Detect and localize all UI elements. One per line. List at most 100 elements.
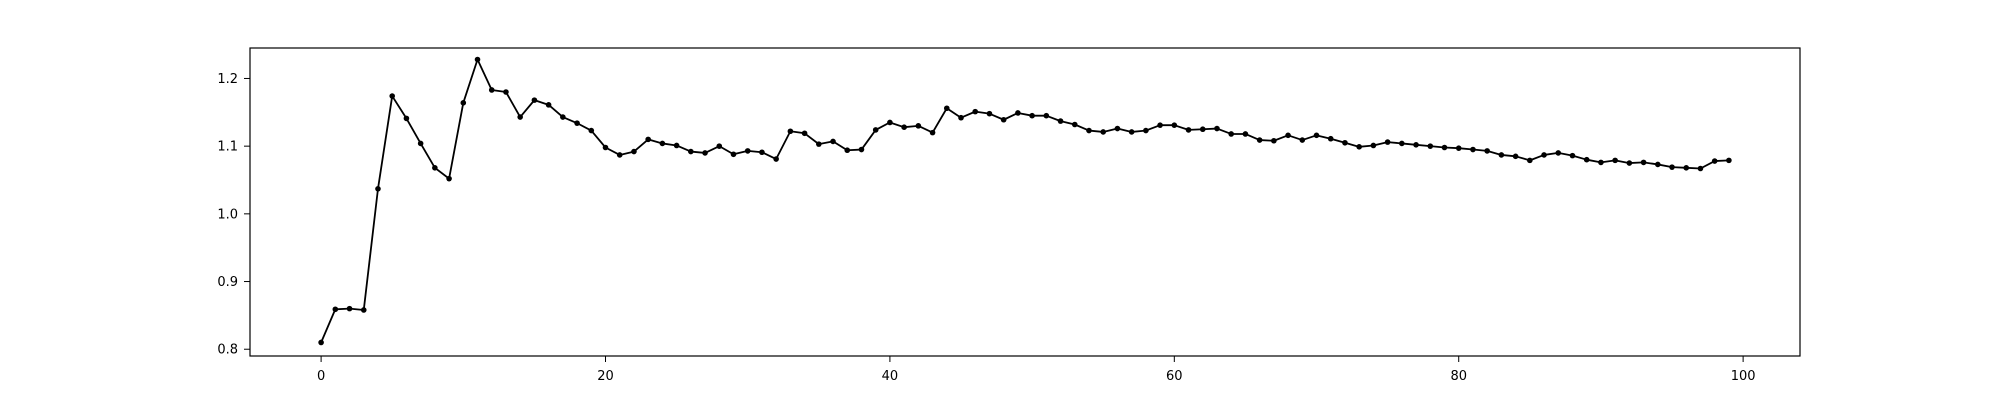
series-line <box>320 58 1729 343</box>
x-tick-label: 80 <box>1450 369 1467 384</box>
data-point <box>474 56 481 63</box>
data-point <box>986 110 993 117</box>
data-point <box>446 175 452 182</box>
x-tick-label: 20 <box>597 369 614 384</box>
data-point <box>1242 131 1249 137</box>
data-point <box>1185 127 1192 133</box>
data-point <box>560 114 566 120</box>
data-point <box>1285 132 1291 139</box>
x-tick-label: 60 <box>1166 369 1183 384</box>
data-point <box>616 152 623 158</box>
data-point <box>1413 142 1419 148</box>
data-point <box>1541 152 1547 158</box>
data-point <box>1569 152 1576 159</box>
data-point <box>1299 137 1306 143</box>
data-point <box>1598 159 1604 166</box>
data-point <box>1640 159 1647 166</box>
data-point <box>1043 112 1050 119</box>
data-point <box>801 130 808 137</box>
data-point <box>830 138 836 145</box>
data-point <box>1626 160 1633 166</box>
data-point <box>958 114 964 121</box>
data-point <box>588 127 595 134</box>
data-point <box>673 142 680 149</box>
data-point <box>1214 125 1220 132</box>
data-point <box>915 123 922 129</box>
data-point <box>318 339 324 346</box>
plot-background <box>250 48 1800 356</box>
data-point <box>787 128 794 135</box>
data-point <box>417 140 424 147</box>
data-point <box>1498 152 1505 158</box>
data-point <box>1527 157 1533 164</box>
data-point <box>1029 112 1035 119</box>
data-point <box>1512 153 1519 160</box>
data-point <box>403 115 410 122</box>
data-point <box>1199 126 1206 133</box>
data-point <box>816 141 822 147</box>
data-point <box>844 147 851 154</box>
plot-frame <box>249 47 1801 357</box>
x-tick-label: 100 <box>1731 369 1756 384</box>
data-point <box>887 119 893 126</box>
data-point <box>346 305 353 312</box>
data-point <box>1711 158 1718 164</box>
y-tick-label: 1.2 <box>217 72 238 87</box>
data-point <box>1726 157 1732 164</box>
data-point <box>1327 135 1334 142</box>
data-point <box>574 120 580 126</box>
data-point <box>972 108 979 115</box>
data-point <box>1313 132 1320 139</box>
data-point <box>759 149 765 156</box>
data-point <box>503 89 509 95</box>
data-point <box>730 151 737 158</box>
data-point <box>1000 116 1007 123</box>
data-point <box>360 307 367 313</box>
data-point <box>1384 139 1391 145</box>
series-layer <box>318 56 1732 346</box>
data-point <box>531 97 538 103</box>
data-point <box>1342 139 1348 146</box>
y-tick-label: 1.0 <box>217 207 238 222</box>
data-point <box>1128 129 1135 135</box>
data-point <box>1171 122 1178 128</box>
data-point <box>858 146 865 153</box>
data-point <box>602 144 609 151</box>
data-point <box>1441 144 1448 151</box>
data-point <box>1697 165 1704 172</box>
x-tick-label: 40 <box>882 369 899 384</box>
data-point <box>716 143 723 149</box>
data-point <box>517 114 523 120</box>
data-point <box>1399 140 1405 147</box>
data-point <box>1114 125 1121 132</box>
data-point <box>744 148 751 154</box>
data-point <box>1086 127 1092 134</box>
data-point <box>1100 129 1107 135</box>
data-point <box>702 150 708 156</box>
data-point <box>1057 118 1064 124</box>
data-point <box>943 105 950 112</box>
data-point <box>1683 165 1690 171</box>
data-point <box>659 140 666 147</box>
data-point <box>488 87 495 93</box>
data-point <box>1455 145 1462 151</box>
data-point <box>389 93 396 99</box>
data-point <box>1256 137 1263 143</box>
data-point <box>773 156 779 162</box>
data-point <box>1143 127 1149 134</box>
data-point <box>1470 146 1476 153</box>
y-tick-label: 0.9 <box>217 275 238 290</box>
data-point <box>1583 156 1590 163</box>
y-tick-label: 0.8 <box>217 343 238 358</box>
data-point <box>1228 131 1234 137</box>
data-point <box>1071 121 1078 128</box>
data-point <box>1612 157 1618 164</box>
data-point <box>1555 150 1562 156</box>
data-point <box>631 148 637 155</box>
x-tick-label: 0 <box>317 369 325 384</box>
data-point <box>460 100 467 106</box>
data-point <box>1427 143 1434 149</box>
data-point <box>1484 148 1490 154</box>
